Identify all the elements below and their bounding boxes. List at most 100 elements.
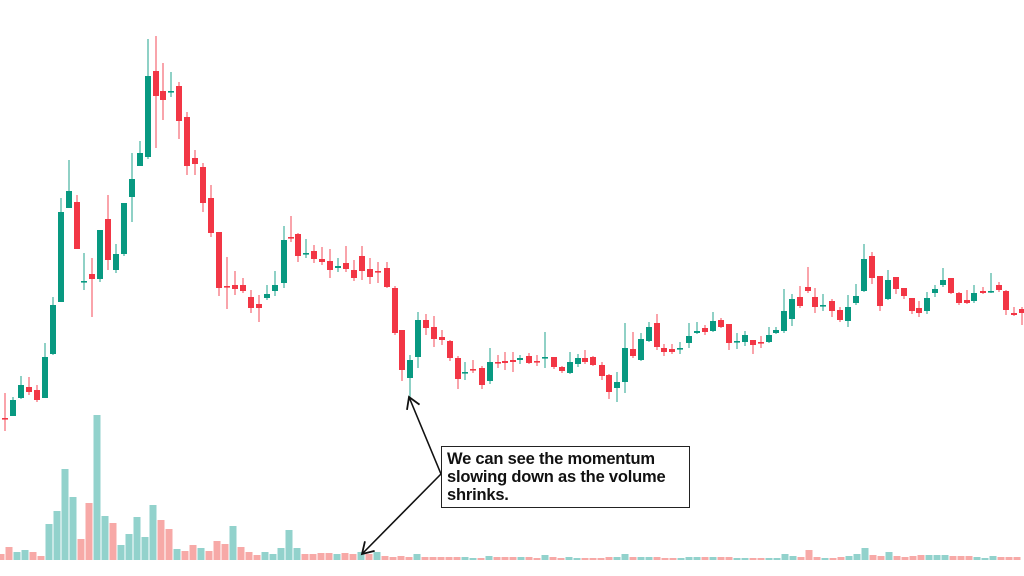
candle [901,288,907,299]
volume-bar [805,550,813,560]
volume-bar [493,557,501,560]
candle [971,285,977,303]
volume-bar [605,557,613,560]
candle [224,257,230,309]
volume-bar [757,558,765,560]
volume-bar [549,557,557,560]
volume-bar [77,539,85,560]
volume-bar [861,548,869,560]
candle [184,112,190,175]
candle [58,198,64,302]
candle [606,374,612,399]
candle [677,342,683,354]
volume-bar [701,557,709,560]
candle [773,327,779,334]
volume-bar [221,544,229,560]
annotation-line-1: We can see the momentum [447,450,655,468]
candle [996,282,1002,292]
volume-bar [685,557,693,560]
volume-bar [405,557,413,560]
volume-bar [181,551,189,560]
volume-bar [773,558,781,560]
volume-bar [245,552,253,560]
candle [940,268,946,287]
volume-bar [965,556,973,560]
volume-bar [717,557,725,560]
volume-bar [45,524,53,560]
volume-bar [509,557,517,560]
candle [599,362,605,380]
price-candles [2,36,1024,431]
candle [789,294,795,326]
volume-bar [365,554,373,560]
volume-bars [0,415,1021,560]
candle [18,376,24,399]
volume-bar [981,558,989,560]
candle [192,150,198,175]
candle [534,355,540,366]
candle [614,372,620,402]
volume-bar [253,555,261,560]
candle [145,39,151,159]
volume-bar [5,547,13,560]
candle [797,286,803,308]
volume-bar [733,558,741,560]
volume-bar [917,555,925,560]
candle [812,288,818,313]
volume-bar [661,558,669,560]
volume-bar [645,557,653,560]
candle [1011,307,1017,316]
volume-bar [693,557,701,560]
volume-bar [85,503,93,560]
candle [805,267,811,293]
volume-bar [301,554,309,560]
candle [343,246,349,272]
volume-bar [877,556,885,560]
candle [861,244,867,292]
volume-bar [709,557,717,560]
volume-bar [389,557,397,560]
candle [988,273,994,293]
candle [630,332,636,358]
volume-bar [317,553,325,560]
volume-bar [69,497,77,560]
volume-bar [949,556,957,560]
volume-bar [525,557,533,560]
candle [160,63,166,120]
volume-bar [885,552,893,560]
candle [916,301,922,317]
volume-bar [229,526,237,560]
volume-bar [925,555,933,560]
candle [105,195,111,270]
candle [121,203,127,256]
candle [646,322,652,342]
candle [869,252,875,284]
volume-bar [909,556,917,560]
annotation-line-3: shrinks. [447,486,509,504]
candle [510,352,516,372]
volume-bar [269,554,277,560]
volume-bar [517,557,525,560]
candle [176,82,182,139]
candle [216,232,222,296]
volume-bar [29,552,37,560]
volume-bar [501,557,509,560]
candle [264,285,270,300]
candle [375,262,381,283]
candle [384,262,390,288]
volume-bar [101,516,109,560]
candle [66,160,72,208]
volume-bar [293,548,301,560]
volume-bar [13,552,21,560]
candle [734,333,740,349]
volume-bar [749,558,757,560]
candle [495,355,501,368]
volume-bar [725,557,733,560]
volume-bar [997,557,1005,560]
volume-bar [941,555,949,560]
candle [909,298,915,314]
volume-bar [837,557,845,560]
volume-bar [901,557,909,560]
candle [517,355,523,364]
